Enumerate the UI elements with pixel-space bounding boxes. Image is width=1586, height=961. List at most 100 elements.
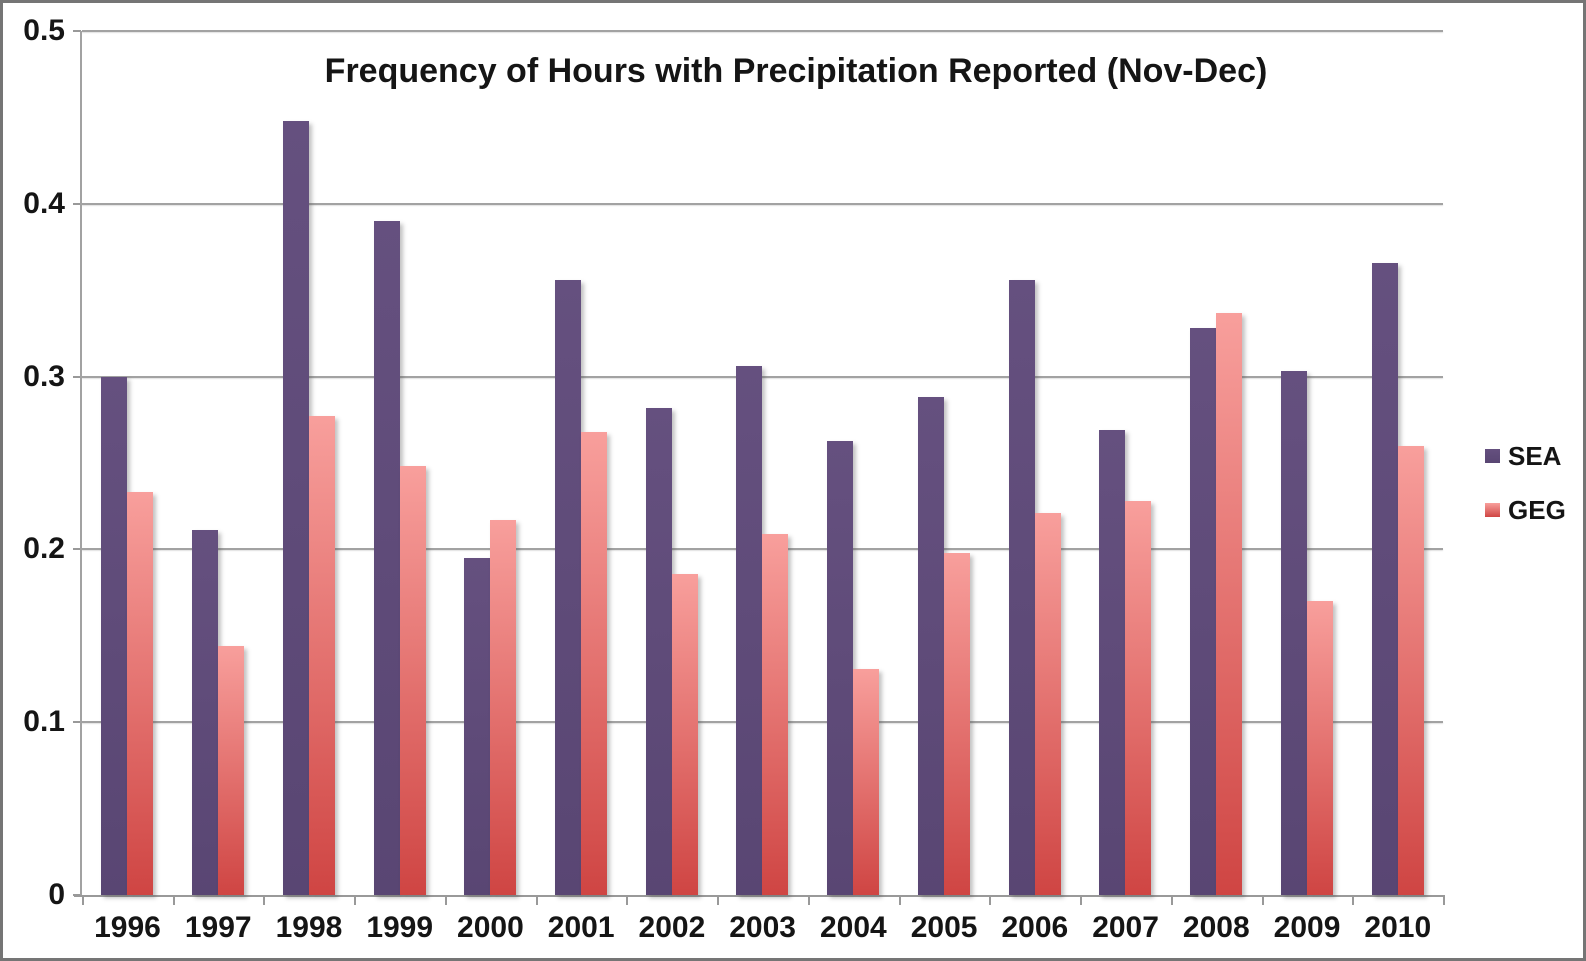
x-axis-label-2002: 2002 <box>638 911 706 944</box>
bar-sea-2006 <box>1008 279 1035 895</box>
x-axis-tick <box>172 897 175 905</box>
x-axis-label-2008: 2008 <box>1182 911 1250 944</box>
bar-group-2004 <box>808 31 899 895</box>
bar-group-2003 <box>717 31 808 895</box>
x-axis-label-2005: 2005 <box>910 911 978 944</box>
y-axis-tick-0.5 <box>73 30 81 32</box>
bar-geg-2003 <box>762 533 789 895</box>
x-axis-tick <box>354 897 357 905</box>
bar-group-2005 <box>899 31 990 895</box>
y-axis-label-0.4: 0.4 <box>23 186 65 220</box>
bar-geg-1999 <box>399 466 426 895</box>
x-axis-label-2006: 2006 <box>1001 911 1069 944</box>
x-axis-tick <box>1443 897 1445 905</box>
bar-group-2006 <box>989 31 1080 895</box>
bar-geg-1996 <box>127 492 154 895</box>
bar-geg-1998 <box>308 416 335 895</box>
y-axis-label-0.1: 0.1 <box>23 705 65 739</box>
bar-sea-1997 <box>192 530 219 895</box>
bar-geg-2007 <box>1125 501 1152 895</box>
bar-geg-2005 <box>943 552 970 895</box>
bar-sea-2000 <box>464 558 491 895</box>
legend-swatch-sea <box>1485 449 1500 463</box>
x-axis-tick <box>1080 897 1083 905</box>
bar-group-2009 <box>1262 31 1353 895</box>
x-axis-label-1997: 1997 <box>184 911 252 944</box>
bar-sea-1998 <box>282 120 309 895</box>
legend-entry-sea: SEA <box>1485 443 1561 469</box>
y-axis-line <box>80 31 82 897</box>
bar-geg-2002 <box>671 573 698 895</box>
bar-group-2001 <box>536 31 627 895</box>
x-axis-tick <box>626 897 629 905</box>
x-axis-label-2007: 2007 <box>1092 911 1159 944</box>
bar-group-2002 <box>626 31 717 895</box>
bar-sea-1996 <box>101 376 128 895</box>
x-axis-tick <box>535 897 538 905</box>
x-axis-tick <box>1352 897 1355 905</box>
x-axis-label-1998: 1998 <box>275 911 343 944</box>
bar-geg-2006 <box>1034 513 1061 895</box>
x-axis-tick <box>717 897 720 905</box>
x-axis-label-2004: 2004 <box>819 911 887 944</box>
bar-sea-2002 <box>645 407 672 895</box>
x-axis-tick <box>898 897 901 905</box>
gridline-0.5 <box>82 30 1443 32</box>
bar-sea-2009 <box>1280 371 1307 895</box>
bar-geg-2000 <box>490 520 517 895</box>
bar-sea-1999 <box>373 221 400 895</box>
bar-group-2000 <box>445 31 536 895</box>
x-axis-tick <box>444 897 447 905</box>
y-axis-label-0.2: 0.2 <box>23 532 65 566</box>
x-axis-tick <box>1170 897 1173 905</box>
bar-group-1998 <box>263 31 354 895</box>
x-axis-tick <box>82 897 84 905</box>
bar-group-1997 <box>173 31 264 895</box>
x-axis-label-2003: 2003 <box>729 911 796 944</box>
bar-sea-2010 <box>1371 262 1398 895</box>
bar-geg-2004 <box>853 668 880 895</box>
y-axis-tick-0.3 <box>73 375 81 378</box>
bar-geg-1997 <box>218 646 245 895</box>
x-axis-line <box>74 895 1445 897</box>
bar-sea-2003 <box>736 366 763 895</box>
x-axis-label-1999: 1999 <box>366 911 434 944</box>
x-axis-tick <box>989 897 992 905</box>
gridline-0.4 <box>82 202 1443 205</box>
x-axis-tick <box>263 897 266 905</box>
bar-geg-2001 <box>581 431 608 895</box>
bar-geg-2008 <box>1216 312 1243 895</box>
y-axis-tick-0.2 <box>73 548 81 551</box>
bar-sea-2001 <box>555 279 582 895</box>
x-axis-label-1996: 1996 <box>94 911 161 944</box>
y-axis-label-0.3: 0.3 <box>23 359 65 393</box>
bar-geg-2010 <box>1397 445 1424 895</box>
bar-group-2007 <box>1080 31 1171 895</box>
legend-label-geg: GEG <box>1508 495 1566 525</box>
y-axis-label-0: 0 <box>48 878 65 911</box>
y-axis-tick-0.4 <box>73 202 81 205</box>
bar-group-1999 <box>354 31 445 895</box>
bar-sea-2008 <box>1190 328 1217 895</box>
bar-group-2010 <box>1352 31 1443 895</box>
chart-title: Frequency of Hours with Precipitation Re… <box>324 52 1268 90</box>
x-axis-label-2009: 2009 <box>1273 911 1341 944</box>
x-axis-label-2001: 2001 <box>547 911 615 944</box>
bar-geg-2009 <box>1306 601 1333 895</box>
gridline-0.3 <box>82 375 1443 378</box>
bar-sea-2004 <box>827 440 854 895</box>
legend-label-sea: SEA <box>1508 441 1562 471</box>
y-axis-tick-0.1 <box>73 721 81 724</box>
bar-group-2008 <box>1171 31 1262 895</box>
legend-swatch-geg <box>1485 503 1500 517</box>
bar-group-1996 <box>82 31 173 895</box>
legend-entry-geg: GEG <box>1485 497 1566 523</box>
plot-area: 0.5 0.4 0.3 0.2 0.1 0 <box>23 16 1445 910</box>
x-axis-label-2000: 2000 <box>457 911 524 944</box>
bar-sea-2005 <box>917 397 944 895</box>
bar-sea-2007 <box>1099 430 1126 895</box>
y-axis-label-0.5: 0.5 <box>23 14 65 47</box>
x-axis-label-2010: 2010 <box>1364 911 1432 944</box>
x-axis-tick <box>1261 897 1264 905</box>
